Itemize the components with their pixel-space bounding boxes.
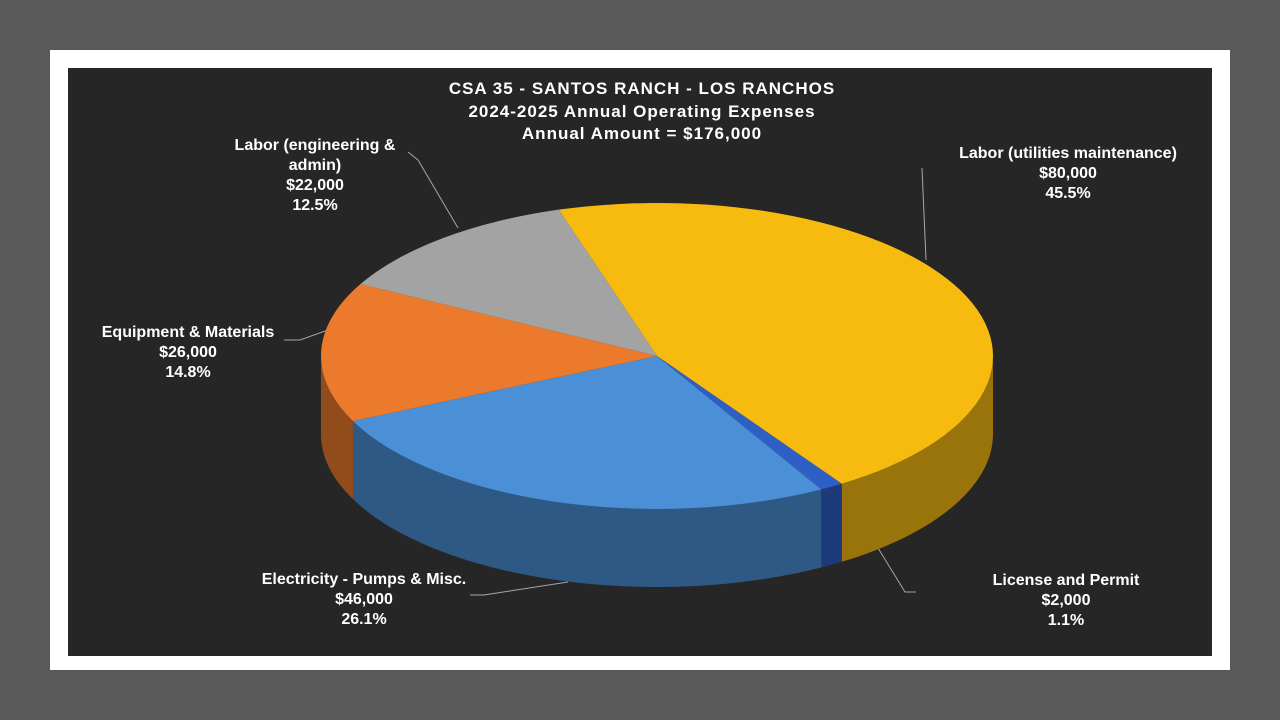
data-label: License and Permit $2,000 1.1% — [966, 571, 1166, 631]
data-label: Labor (utilities maintenance) $80,000 45.5… — [953, 144, 1183, 204]
label-category: License and Permit — [992, 572, 1140, 589]
pie-slice — [320, 284, 657, 422]
leader-line — [921, 167, 927, 261]
label-value: $80,000 — [1039, 165, 1097, 182]
pie-slice — [360, 209, 657, 356]
data-label: Equipment & Materials $26,000 14.8% — [78, 323, 298, 383]
label-category: Labor (utilities maintenance) — [959, 145, 1177, 162]
chart-subtitle: 2024-2025 Annual Operating Expenses — [468, 102, 816, 121]
label-category: Electricity - Pumps & Misc. — [261, 571, 467, 588]
chart-title: CSA 35 - SANTOS RANCH - LOS RANCHOS — [448, 79, 836, 98]
label-value: $26,000 — [159, 344, 217, 361]
data-label: Labor (engineering & admin) $22,000 12.5% — [225, 136, 405, 216]
pie-slice — [352, 356, 822, 509]
leader-line — [407, 151, 459, 229]
pie-slice-side — [841, 356, 993, 562]
label-percent: 12.5% — [292, 197, 338, 214]
pie-slice — [657, 356, 842, 490]
label-percent: 1.1% — [1047, 612, 1085, 629]
pie-slice — [558, 203, 993, 484]
chart-annotation: Annual Amount = $176,000 — [521, 124, 763, 143]
leader-line — [284, 329, 329, 341]
label-percent: 45.5% — [1045, 185, 1091, 202]
label-value: $2,000 — [1041, 592, 1091, 609]
pie-slice-side — [352, 421, 822, 587]
leader-line — [470, 581, 569, 596]
pie-slice-side — [321, 356, 353, 500]
label-category: Equipment & Materials — [101, 324, 275, 341]
label-percent: 14.8% — [165, 364, 211, 381]
pie-slice-side — [821, 483, 842, 568]
label-category: Labor (engineering & admin) — [234, 137, 396, 174]
label-percent: 26.1% — [341, 611, 387, 628]
leader-line — [877, 547, 916, 593]
data-label: Electricity - Pumps & Misc. $46,000 26.1% — [234, 570, 494, 630]
label-value: $46,000 — [335, 591, 393, 608]
label-value: $22,000 — [286, 177, 344, 194]
